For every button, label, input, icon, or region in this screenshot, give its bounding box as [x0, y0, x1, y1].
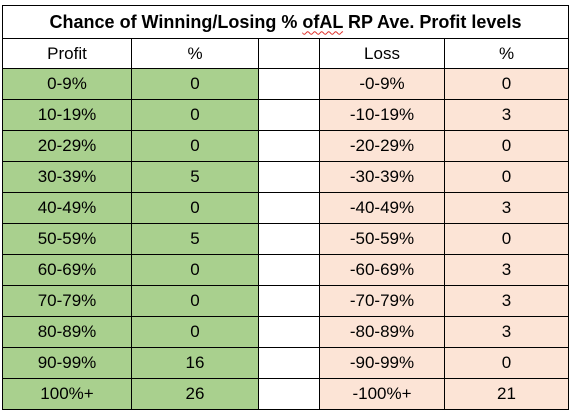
- table-row: 80-89% 0 -80-89% 3: [2, 316, 570, 348]
- profit-percent-cell[interactable]: 0: [131, 316, 259, 348]
- loss-percent-cell[interactable]: 0: [443, 161, 570, 193]
- header-profit[interactable]: Profit: [2, 38, 132, 69]
- gap-cell[interactable]: [258, 285, 320, 317]
- gap-cell[interactable]: [258, 316, 320, 348]
- table-row: 40-49% 0 -40-49% 3: [2, 192, 570, 224]
- gap-cell[interactable]: [258, 99, 320, 131]
- loss-percent-cell[interactable]: 0: [443, 347, 570, 379]
- profit-range-cell[interactable]: 90-99%: [2, 347, 132, 379]
- profit-percent-cell[interactable]: 0: [131, 99, 259, 131]
- table-row: 20-29% 0 -20-29% 0: [2, 130, 570, 162]
- header-gap-cell[interactable]: [258, 38, 320, 69]
- title-row: Chance of Winning/Losing % ofAL RP Ave. …: [1, 5, 570, 39]
- loss-range-cell[interactable]: -10-19%: [319, 99, 445, 131]
- loss-percent-cell[interactable]: 3: [443, 192, 570, 224]
- table-row: 60-69% 0 -60-69% 3: [2, 254, 570, 286]
- header-row: Profit % Loss %: [2, 38, 570, 69]
- profit-percent-cell[interactable]: 0: [131, 285, 259, 317]
- loss-percent-cell[interactable]: 3: [443, 99, 570, 131]
- gap-cell[interactable]: [258, 161, 320, 193]
- loss-percent-cell[interactable]: 3: [443, 285, 570, 317]
- profit-range-cell[interactable]: 20-29%: [2, 130, 132, 162]
- header-profit-percent[interactable]: %: [131, 38, 259, 69]
- profit-range-cell[interactable]: 70-79%: [2, 285, 132, 317]
- loss-range-cell[interactable]: -0-9%: [319, 68, 445, 100]
- gap-cell[interactable]: [258, 192, 320, 224]
- loss-range-cell[interactable]: -20-29%: [319, 130, 445, 162]
- gap-cell[interactable]: [258, 68, 320, 100]
- loss-range-cell[interactable]: -60-69%: [319, 254, 445, 286]
- loss-percent-cell[interactable]: 0: [443, 223, 570, 255]
- header-loss[interactable]: Loss: [319, 38, 445, 69]
- loss-percent-cell[interactable]: 0: [443, 130, 570, 162]
- title-text-end: RP Ave. Profit levels: [343, 11, 522, 32]
- gap-cell[interactable]: [258, 254, 320, 286]
- table-title-cell[interactable]: Chance of Winning/Losing % ofAL RP Ave. …: [1, 5, 570, 39]
- loss-range-cell[interactable]: -80-89%: [319, 316, 445, 348]
- profit-range-cell[interactable]: 100%+: [2, 378, 132, 410]
- profit-range-cell[interactable]: 30-39%: [2, 161, 132, 193]
- gap-cell[interactable]: [258, 378, 320, 410]
- loss-range-cell[interactable]: -40-49%: [319, 192, 445, 224]
- loss-range-cell[interactable]: -30-39%: [319, 161, 445, 193]
- profit-range-cell[interactable]: 50-59%: [2, 223, 132, 255]
- profit-percent-cell[interactable]: 0: [131, 192, 259, 224]
- loss-percent-cell[interactable]: 3: [443, 316, 570, 348]
- table-row: 90-99% 16 -90-99% 0: [2, 347, 570, 379]
- table-row: 100%+ 26 -100%+ 21: [2, 378, 570, 410]
- profit-range-cell[interactable]: 80-89%: [2, 316, 132, 348]
- gap-cell[interactable]: [258, 347, 320, 379]
- loss-range-cell[interactable]: -50-59%: [319, 223, 445, 255]
- loss-percent-cell[interactable]: 21: [443, 378, 570, 410]
- gap-cell[interactable]: [258, 223, 320, 255]
- loss-range-cell[interactable]: -70-79%: [319, 285, 445, 317]
- profit-percent-cell[interactable]: 16: [131, 347, 259, 379]
- profit-range-cell[interactable]: 10-19%: [2, 99, 132, 131]
- profit-percent-cell[interactable]: 5: [131, 161, 259, 193]
- loss-range-cell[interactable]: -90-99%: [319, 347, 445, 379]
- profit-loss-table: Chance of Winning/Losing % ofAL RP Ave. …: [1, 5, 570, 410]
- profit-percent-cell[interactable]: 5: [131, 223, 259, 255]
- title-text-start: Chance of Winning/Losing %: [49, 11, 303, 32]
- gap-cell[interactable]: [258, 130, 320, 162]
- table-row: 0-9% 0 -0-9% 0: [2, 68, 570, 100]
- header-loss-percent[interactable]: %: [443, 38, 570, 69]
- table-row: 50-59% 5 -50-59% 0: [2, 223, 570, 255]
- loss-range-cell[interactable]: -100%+: [319, 378, 445, 410]
- profit-percent-cell[interactable]: 0: [131, 254, 259, 286]
- profit-range-cell[interactable]: 60-69%: [2, 254, 132, 286]
- profit-range-cell[interactable]: 40-49%: [2, 192, 132, 224]
- table-row: 30-39% 5 -30-39% 0: [2, 161, 570, 193]
- table-row: 10-19% 0 -10-19% 3: [2, 99, 570, 131]
- loss-percent-cell[interactable]: 3: [443, 254, 570, 286]
- profit-percent-cell[interactable]: 0: [131, 68, 259, 100]
- loss-percent-cell[interactable]: 0: [443, 68, 570, 100]
- table-row: 70-79% 0 -70-79% 3: [2, 285, 570, 317]
- profit-percent-cell[interactable]: 26: [131, 378, 259, 410]
- title-misspelled-word: ofAL: [302, 11, 344, 32]
- profit-percent-cell[interactable]: 0: [131, 130, 259, 162]
- profit-range-cell[interactable]: 0-9%: [2, 68, 132, 100]
